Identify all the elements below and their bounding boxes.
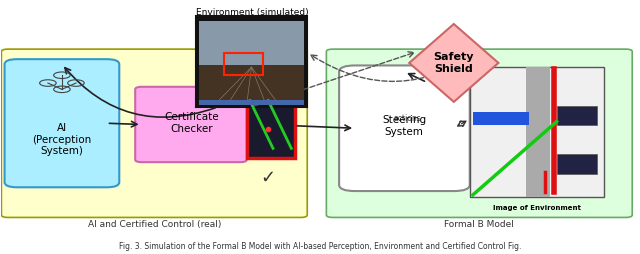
Bar (473, 113, 529, 125)
Text: Formal B Model: Formal B Model (444, 220, 515, 229)
Bar (196, 17, 307, 107)
FancyBboxPatch shape (339, 66, 470, 191)
Text: Fig. 3. Simulation of the Formal B Model with AI-based Perception, Environment a: Fig. 3. Simulation of the Formal B Model… (119, 242, 521, 251)
Text: Environment (simulated): Environment (simulated) (195, 8, 308, 17)
Text: Certificate
Checker: Certificate Checker (164, 113, 219, 134)
Bar (199, 65, 304, 104)
Bar (199, 100, 304, 105)
Text: ✓: ✓ (260, 168, 275, 186)
Bar (526, 67, 550, 197)
Text: AI and Certified Control (real): AI and Certified Control (real) (88, 220, 221, 229)
FancyBboxPatch shape (326, 49, 632, 217)
Text: Image of Environment: Image of Environment (493, 205, 580, 211)
Bar (199, 21, 304, 66)
Bar (557, 154, 597, 174)
Bar (557, 106, 597, 125)
Polygon shape (409, 24, 499, 102)
Bar (225, 53, 262, 75)
FancyBboxPatch shape (135, 87, 246, 162)
Bar (470, 67, 604, 197)
Text: AI
(Perception
System): AI (Perception System) (32, 123, 92, 156)
Text: Safety
Shield: Safety Shield (433, 52, 474, 74)
Bar (246, 93, 294, 158)
Text: actions: actions (394, 114, 421, 123)
FancyBboxPatch shape (4, 59, 119, 187)
FancyBboxPatch shape (1, 49, 307, 217)
Text: Steering
System: Steering System (382, 115, 426, 137)
